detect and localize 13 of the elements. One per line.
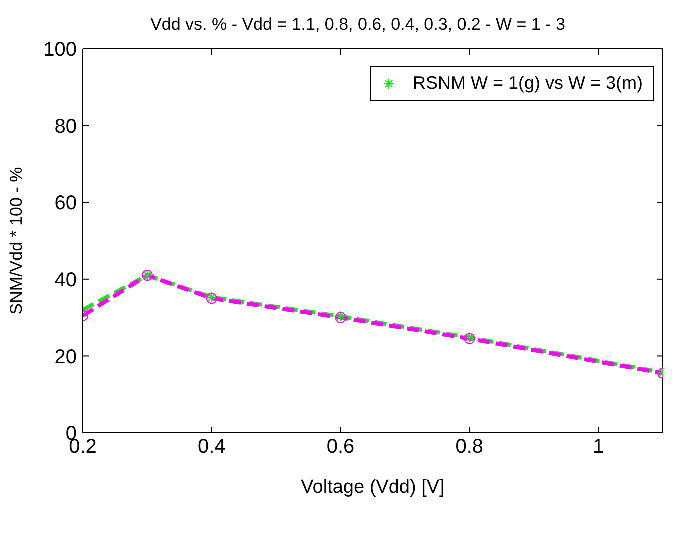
x-axis-title: Voltage (Vdd) [V] [301, 477, 445, 498]
x-tick-label: 0.6 [326, 436, 355, 458]
legend-label: RSNM W = 1(g) vs W = 3(m) [412, 73, 643, 94]
y-tick-label: 20 [54, 346, 77, 368]
y-axis-title: SNM/Vdd * 100 - % [7, 167, 26, 315]
y-tick-label: 40 [54, 270, 77, 292]
y-tick-label: 60 [54, 192, 77, 215]
chart-title: Vdd vs. % - Vdd = 1.1, 0.8, 0.6, 0.4, 0.3, 0.2 - W = 1 - 3 [150, 15, 566, 34]
y-tick-label: 100 [44, 39, 77, 62]
y-tick-label: 80 [54, 116, 77, 138]
x-tick-label: 0.4 [198, 436, 226, 458]
x-tick-label: 1 [592, 436, 604, 458]
x-tick-label: 0.8 [456, 436, 484, 458]
